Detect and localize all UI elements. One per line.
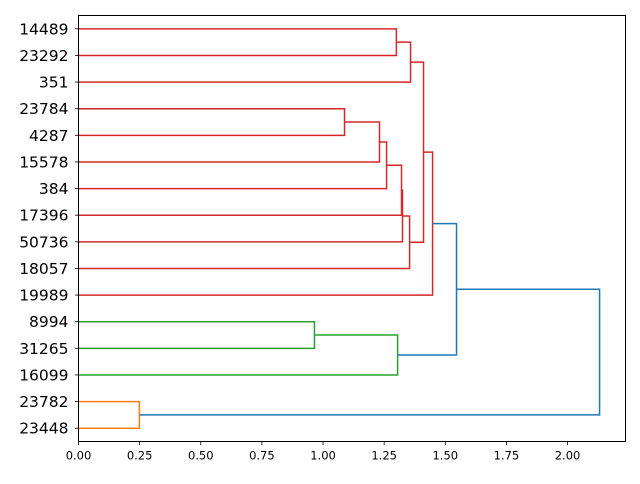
x-axis-ticks: 0.00 0.25 0.50 0.75 1.00 1.25 1.50 1.75 2.00 bbox=[66, 441, 581, 463]
dendrogram-link-m6 bbox=[78, 189, 404, 243]
y-axis-leaf-labels: 14489 23292 351 23784 4287 15578 384 17396 50736… bbox=[19, 20, 79, 438]
plot-frame bbox=[78, 15, 626, 442]
dendrogram-link-m11 bbox=[78, 334, 399, 376]
dendrogram-link-m14 bbox=[139, 288, 601, 416]
x-tick-label: 1.25 bbox=[371, 449, 397, 463]
dendrogram-link-m2 bbox=[78, 107, 346, 137]
leaf-label: 8994 bbox=[29, 313, 68, 331]
dendrogram-link-m9 bbox=[78, 151, 434, 296]
leaf-label: 15578 bbox=[19, 153, 68, 171]
x-tick-label: 0.75 bbox=[249, 449, 275, 463]
leaf-label: 16099 bbox=[19, 366, 68, 384]
x-tick-label: 0.00 bbox=[66, 449, 92, 463]
leaf-label: 19989 bbox=[19, 287, 68, 305]
dendrogram-link-m8 bbox=[409, 61, 425, 243]
leaf-label: 4287 bbox=[29, 127, 68, 145]
x-tick-label: 0.50 bbox=[188, 449, 214, 463]
x-tick-label: 1.50 bbox=[432, 449, 458, 463]
leaf-label: 23448 bbox=[19, 420, 68, 438]
leaf-label: 17396 bbox=[19, 207, 68, 225]
x-tick-label: 2.00 bbox=[555, 449, 581, 463]
leaf-label: 14489 bbox=[19, 20, 68, 38]
leaf-label: 18057 bbox=[19, 260, 68, 278]
leaf-label: 23782 bbox=[19, 393, 68, 411]
dendrogram-link-m1 bbox=[78, 41, 412, 83]
dendrogram-link-m13 bbox=[78, 400, 141, 429]
leaf-label: 351 bbox=[39, 74, 69, 92]
x-tick-label: 1.75 bbox=[494, 449, 520, 463]
dendrogram-link-m12 bbox=[397, 222, 458, 356]
dendrogram-link-m5 bbox=[78, 164, 403, 216]
leaf-label: 50736 bbox=[19, 233, 68, 251]
x-tick-label: 0.25 bbox=[127, 449, 153, 463]
dendrogram-link-m10 bbox=[78, 320, 316, 350]
dendrogram-link-m0 bbox=[78, 28, 398, 57]
leaf-label: 384 bbox=[39, 180, 69, 198]
dendrogram-link-m3 bbox=[78, 121, 381, 163]
dendrogram-link-m7 bbox=[78, 215, 411, 270]
dendrogram-links bbox=[78, 28, 601, 429]
leaf-label: 23292 bbox=[19, 47, 68, 65]
x-tick-label: 1.00 bbox=[310, 449, 336, 463]
dendrogram-link-m4 bbox=[78, 141, 388, 190]
leaf-label: 23784 bbox=[19, 100, 68, 118]
leaf-label: 31265 bbox=[19, 340, 68, 358]
